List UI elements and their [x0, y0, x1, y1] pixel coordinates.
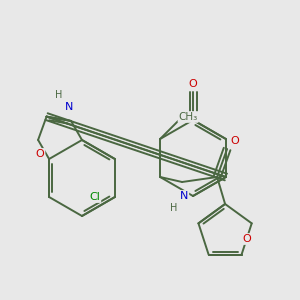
Text: O: O [231, 136, 239, 146]
Text: O: O [36, 149, 44, 159]
Text: O: O [189, 79, 197, 89]
Text: H: H [55, 90, 63, 100]
Text: N: N [65, 102, 73, 112]
Text: CH₃: CH₃ [178, 112, 198, 122]
Text: Cl: Cl [89, 192, 100, 202]
Text: H: H [170, 203, 178, 213]
Text: N: N [180, 191, 188, 201]
Text: O: O [242, 234, 251, 244]
